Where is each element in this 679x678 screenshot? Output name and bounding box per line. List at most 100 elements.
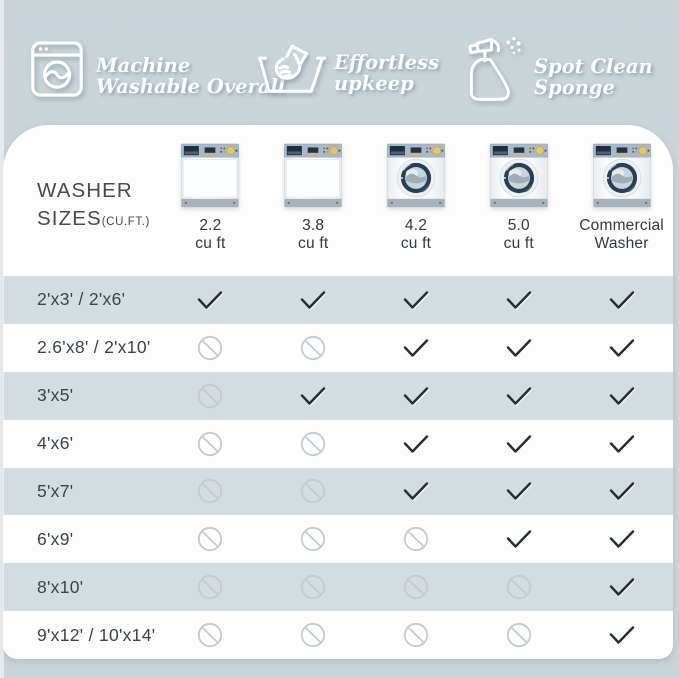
rug-size-label: 9'x12' / 10'x14' (37, 624, 156, 645)
rug-size-label: 2'x3' / 2'x6' (37, 289, 126, 310)
no-symbol-icon (198, 431, 223, 456)
compatible-cell (467, 479, 570, 503)
column-headers: 2.2 cu ft 3.8 cu ft (159, 141, 673, 253)
compatible-cell (467, 288, 570, 312)
not-compatible-cell (159, 334, 262, 362)
washer-column-header: 4.2 cu ft (365, 141, 468, 253)
check-icon (609, 291, 634, 309)
feature-spot-clean: Spot Clean Sponge (466, 34, 653, 104)
washer-column-header: 5.0 cu ft (467, 141, 570, 253)
not-compatible-cell (365, 525, 468, 553)
compatible-cell (570, 336, 673, 360)
not-compatible-cell (159, 621, 262, 649)
compatible-cell (467, 384, 570, 408)
check-icon (609, 578, 634, 596)
compatible-cell (365, 432, 468, 456)
no-symbol-icon (506, 575, 531, 600)
washer-column-header: 3.8 cu ft (262, 141, 365, 253)
check-icon (609, 386, 634, 405)
washer-illustration-porthole (592, 143, 651, 208)
not-compatible-cell (467, 573, 570, 601)
not-compatible-cell (159, 430, 262, 458)
cu-ft-unit: (CU.FT.) (101, 216, 150, 229)
not-compatible-cell (365, 573, 468, 601)
washer-size-label: 3.8 cu ft (298, 217, 329, 252)
no-symbol-icon (198, 622, 223, 648)
not-compatible-cell (262, 621, 365, 649)
washer-size-label: Commercial Washer (579, 217, 664, 252)
washer-size-label: 4.2 cu ft (400, 217, 432, 252)
not-compatible-cell (159, 525, 262, 553)
check-icon (300, 386, 326, 405)
no-symbol-icon (301, 575, 326, 600)
no-symbol-icon (403, 575, 429, 600)
check-icon (506, 386, 531, 405)
not-compatible-cell (262, 334, 365, 362)
table-row: 4'x6' (3, 420, 673, 468)
compatible-cell (365, 384, 468, 408)
check-icon (403, 291, 429, 309)
check-icon (300, 291, 326, 309)
compatible-cell (570, 623, 673, 647)
table-row: 8'x10' (3, 563, 673, 612)
compatible-cell (262, 384, 365, 408)
washer-illustration-porthole (387, 143, 445, 208)
feature-label: Spot Clean Sponge (534, 54, 653, 99)
compatible-cell (570, 527, 673, 551)
not-compatible-cell (159, 573, 262, 601)
no-symbol-icon (403, 527, 429, 552)
not-compatible-cell (365, 621, 468, 649)
compatible-cell (467, 527, 570, 551)
no-symbol-icon (198, 479, 223, 504)
not-compatible-cell (262, 573, 365, 601)
check-icon (403, 434, 429, 453)
no-symbol-icon (198, 335, 223, 360)
not-compatible-cell (262, 525, 365, 553)
check-icon (609, 434, 634, 453)
rug-size-label: 2.6'x8' / 2'x10' (37, 337, 151, 358)
table-row: 2'x3' / 2'x6' (3, 276, 673, 324)
not-compatible-cell (262, 477, 365, 505)
feature-label: Effortless upkeep (334, 50, 440, 95)
no-symbol-icon (301, 479, 326, 504)
no-symbol-icon (301, 431, 326, 456)
washing-machine-icon (31, 41, 83, 97)
not-compatible-cell (159, 382, 262, 410)
washer-illustration-porthole (489, 143, 548, 208)
no-symbol-icon (403, 622, 429, 648)
check-icon (506, 339, 531, 357)
feature-label: Machine Washable Overall (96, 53, 286, 98)
table-row: 6'x9' (3, 515, 673, 563)
washer-column-header: 2.2 cu ft (159, 141, 262, 253)
check-icon (403, 482, 429, 501)
compatible-cell (159, 288, 262, 312)
check-icon (609, 339, 634, 357)
no-symbol-icon (198, 527, 223, 552)
washer-illustration-plain (181, 143, 240, 208)
washer-illustration-plain (284, 143, 343, 208)
rug-size-label: 6'x9' (37, 528, 74, 549)
rug-size-label: 5'x7' (37, 480, 74, 501)
check-icon (609, 530, 634, 549)
compatible-cell (365, 288, 468, 312)
check-icon (506, 434, 531, 453)
check-icon (609, 626, 634, 644)
not-compatible-cell (262, 430, 365, 458)
compatible-cell (365, 479, 468, 503)
feature-effortless-upkeep: Effortless upkeep (258, 42, 439, 100)
compatible-cell (570, 432, 673, 456)
check-icon (506, 291, 531, 309)
table-row: 9'x12' / 10'x14' (3, 611, 673, 659)
check-icon (198, 291, 223, 309)
compatible-cell (467, 336, 570, 360)
no-symbol-icon (301, 527, 326, 552)
check-icon (403, 339, 429, 357)
rug-size-label: 3'x5' (37, 385, 74, 406)
washer-size-label: 5.0 cu ft (503, 217, 534, 252)
table-rows: 2'x3' / 2'x6' 2.6'x8' / 2'x10' 3'x5' (3, 276, 673, 659)
compatible-cell (570, 575, 673, 599)
no-symbol-icon (506, 622, 531, 648)
check-icon (506, 530, 531, 549)
compatible-cell (570, 288, 673, 312)
